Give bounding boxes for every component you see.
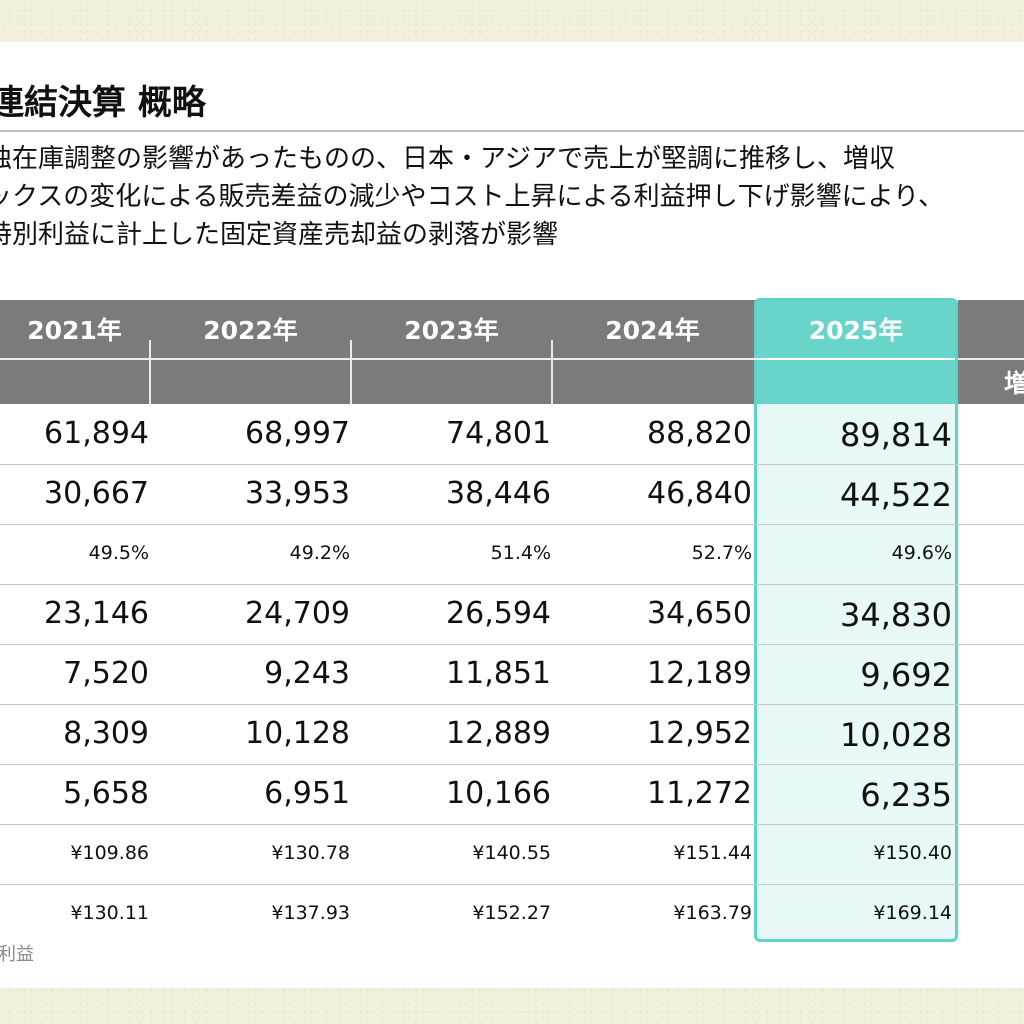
table-cell: 10,166 xyxy=(446,776,551,811)
header-band-sub xyxy=(958,360,1024,404)
column-header: 2021年 xyxy=(27,316,122,345)
table-cell: 33,953 xyxy=(245,476,350,511)
column-header: 2022年 xyxy=(203,316,298,345)
header-divider xyxy=(350,340,352,404)
row-divider xyxy=(0,884,1024,885)
table-cell: 49.5% xyxy=(88,542,149,564)
table-cell: ¥109.86 xyxy=(70,842,149,864)
table-cell: 6,951 xyxy=(264,776,350,811)
table-cell: 49.6% xyxy=(891,542,952,564)
header-divider xyxy=(149,340,151,404)
row-divider xyxy=(0,584,1024,585)
table-cell: 61,894 xyxy=(44,416,149,451)
table-cell: ¥140.55 xyxy=(472,842,551,864)
table-cell: 5,658 xyxy=(63,776,149,811)
table-cell: ¥163.79 xyxy=(673,902,752,924)
table-cell: 30,667 xyxy=(44,476,149,511)
table-cell: 12,189 xyxy=(647,656,752,691)
table-cell: 34,650 xyxy=(647,596,752,631)
column-header: 2025年 xyxy=(808,316,904,345)
slide-card: 連結決算 概略 独在庫調整の影響があったものの、日本・アジアで売上が堅調に推移し… xyxy=(0,42,1024,988)
table-cell: 52.7% xyxy=(691,542,752,564)
summary-line: ックスの変化による販売差益の減少やコスト上昇による利益押し下げ影響により、 xyxy=(0,182,945,212)
table-cell: 11,851 xyxy=(446,656,551,691)
table-cell: ¥130.78 xyxy=(271,842,350,864)
summary-line: 独在庫調整の影響があったものの、日本・アジアで売上が堅調に推移し、増収 xyxy=(0,144,895,174)
table-cell: 7,520 xyxy=(63,656,149,691)
header-divider xyxy=(0,358,757,360)
table-cell: 34,830 xyxy=(840,596,952,634)
table-cell: 44,522 xyxy=(840,476,952,514)
table-cell: 11,272 xyxy=(647,776,752,811)
table-cell: ¥151.44 xyxy=(673,842,752,864)
table-cell: 10,128 xyxy=(245,716,350,751)
table-cell: 6,235 xyxy=(860,776,952,814)
row-divider xyxy=(0,524,1024,525)
table-cell: 26,594 xyxy=(446,596,551,631)
table-cell: 74,801 xyxy=(446,416,551,451)
table-cell: ¥130.11 xyxy=(70,902,149,924)
column-header-change: 増 xyxy=(1004,369,1024,398)
row-divider xyxy=(0,764,1024,765)
table-cell: 8,309 xyxy=(63,716,149,751)
table-cell: 49.2% xyxy=(289,542,350,564)
summary-line: 特別利益に計上した固定資産売却益の剥落が影響 xyxy=(0,220,559,250)
row-divider xyxy=(0,464,1024,465)
financial-table: 2021年 2022年 2023年 2024年 2025年増 61,894 68,997 74… xyxy=(0,42,1024,988)
table-cell: 24,709 xyxy=(245,596,350,631)
header-divider xyxy=(757,358,955,360)
table-cell: ¥152.27 xyxy=(472,902,551,924)
current-year-header-bg xyxy=(757,301,955,404)
column-header: 2023年 xyxy=(404,316,499,345)
row-divider xyxy=(0,824,1024,825)
header-band xyxy=(958,300,1024,358)
header-divider xyxy=(551,340,553,404)
table-cell: 10,028 xyxy=(840,716,952,754)
table-cell: 89,814 xyxy=(840,416,952,454)
page-title: 連結決算 概略 xyxy=(0,83,206,123)
table-cell: 68,997 xyxy=(245,416,350,451)
table-cell: ¥169.14 xyxy=(873,902,952,924)
table-cell: ¥137.93 xyxy=(271,902,350,924)
table-cell: 12,889 xyxy=(446,716,551,751)
row-divider xyxy=(0,644,1024,645)
table-cell: 9,243 xyxy=(264,656,350,691)
summary-text: 独在庫調整の影響があったものの、日本・アジアで売上が堅調に推移し、増収 ックスの… xyxy=(0,140,1024,254)
row-divider xyxy=(0,704,1024,705)
footnote: 利益 xyxy=(0,944,34,965)
header-divider xyxy=(958,358,1024,360)
table-cell: ¥150.40 xyxy=(873,842,952,864)
table-cell: 9,692 xyxy=(860,656,952,694)
table-cell: 23,146 xyxy=(44,596,149,631)
table-cell: 12,952 xyxy=(647,716,752,751)
header-band xyxy=(0,300,757,358)
table-cell: 38,446 xyxy=(446,476,551,511)
current-year-highlight xyxy=(754,298,958,942)
table-cell: 51.4% xyxy=(490,542,551,564)
table-cell: 46,840 xyxy=(647,476,752,511)
title-divider xyxy=(0,130,1024,132)
table-cell: 88,820 xyxy=(647,416,752,451)
header-band-sub xyxy=(0,360,757,404)
column-header: 2024年 xyxy=(605,316,700,345)
